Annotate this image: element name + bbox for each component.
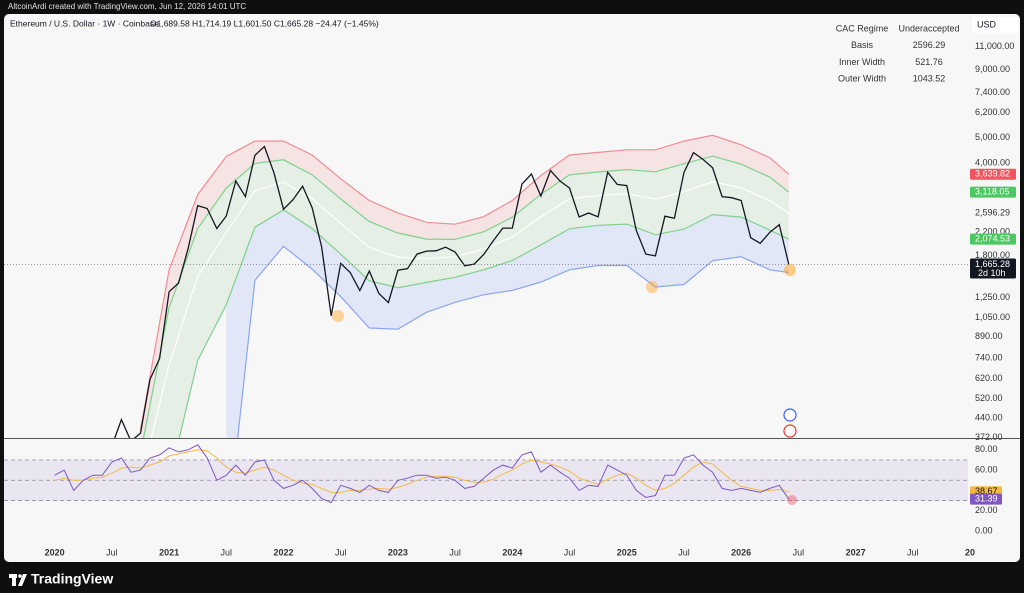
price-last-label: 1,665.28 [975, 259, 1010, 269]
x-tick-label: Jul [449, 547, 461, 557]
band-line [150, 181, 790, 438]
band-last-box [970, 233, 1016, 245]
y-tick-label: 6,200.00 [975, 107, 1010, 117]
event-icon[interactable] [783, 408, 797, 422]
watermark: AltcoinArdi created with TradingView.com… [8, 2, 246, 11]
band-last-box [970, 168, 1016, 180]
x-tick-label: Jul [106, 547, 118, 557]
x-tick-label: 2023 [388, 547, 408, 557]
low-marker [784, 264, 796, 276]
rsi-tick-label: 20.00 [975, 505, 998, 515]
y-tick-label: 7,400.00 [975, 87, 1010, 97]
y-tick-label: 4,000.00 [975, 158, 1010, 168]
logo-mark [12, 574, 16, 586]
y-tick-label: 1,800.00 [975, 250, 1010, 260]
info-value: Underaccepted [898, 23, 959, 33]
x-tick-label: 2027 [846, 547, 866, 557]
band-line [237, 245, 789, 438]
markers [332, 264, 797, 505]
rsi-tick-label: 0.00 [975, 525, 993, 535]
axes: 372.00 440.00 520.00 620.00 740.00 890.00 1,05… [45, 23, 1016, 557]
y-tick-label: 1,050.00 [975, 312, 1010, 322]
rsi-marker [787, 495, 797, 505]
band-line [178, 209, 790, 438]
logo-mark [18, 574, 27, 586]
rsi-ma-label: 38.67 [975, 486, 998, 496]
logo-mark [18, 574, 22, 578]
y-tick-label: 2,200.00 [975, 227, 1010, 237]
rsi-tick-label: 80.00 [975, 444, 998, 454]
price-last-box [970, 258, 1016, 279]
y-tick-label: 620.00 [975, 373, 1003, 383]
y-tick-label: 1,250.00 [975, 292, 1010, 302]
x-tick-label: 2021 [159, 547, 179, 557]
y-tick-label: 890.00 [975, 331, 1003, 341]
info-label: Inner Width [839, 57, 885, 67]
event-icon[interactable] [783, 424, 797, 438]
rsi-zone [4, 459, 968, 501]
rsi-line [54, 444, 790, 504]
price-line [114, 145, 790, 438]
x-tick-label: Jul [564, 547, 576, 557]
low-marker [332, 310, 344, 322]
x-tick-label: 2020 [45, 547, 65, 557]
band-line [139, 134, 790, 431]
countdown: 2d 10h [978, 268, 1006, 278]
y-tick-label: 5,000.00 [975, 132, 1010, 142]
rsi-ma-line [54, 449, 789, 493]
band-last-label: 2,074.53 [975, 233, 1010, 243]
x-tick-label: 2026 [731, 547, 751, 557]
x-tick-label: 2024 [502, 547, 522, 557]
logo-text: TradingView [31, 571, 113, 587]
x-tick-label: Jul [221, 547, 233, 557]
currency-box [972, 17, 1018, 33]
y-tick-label: 11,000.00 [975, 41, 1014, 51]
band-fill [226, 209, 789, 438]
band-last-label: 3,118.05 [975, 186, 1009, 196]
info-label: Outer Width [838, 73, 886, 83]
x-tick-label: 2025 [617, 547, 637, 557]
band-last-label: 3,639.82 [975, 169, 1010, 179]
rsi-tick-label: 60.00 [975, 465, 998, 475]
band-last-label: 2,596.29 [975, 208, 1010, 218]
y-tick-label: 520.00 [975, 393, 1003, 403]
panel [4, 14, 1020, 562]
y-tick-label: 740.00 [975, 352, 1003, 362]
y-tick-label: 9,000.00 [975, 64, 1010, 74]
rsi-pane [4, 444, 968, 504]
info-label: Basis [851, 40, 874, 50]
logo [9, 574, 27, 586]
currency: USD [977, 19, 997, 29]
x-tick-label: Jul [793, 547, 805, 557]
ohlc: O1,689.58 H1,714.19 L1,601.50 C1,665.28 … [150, 18, 379, 28]
x-tick-label: 20 [965, 547, 975, 557]
price-pane [4, 145, 968, 438]
band-last-box [970, 186, 1016, 198]
y-tick-label: 440.00 [975, 412, 1003, 422]
info-value: 1043.52 [913, 73, 946, 83]
y-tick-label: 372.00 [975, 432, 1003, 442]
low-marker [646, 281, 658, 293]
symbol: Ethereum / U.S. Dollar · 1W · Coinbase [10, 18, 159, 28]
x-tick-label: 2022 [273, 547, 293, 557]
rsi-value-box [970, 493, 1002, 505]
info-value: 2596.29 [913, 40, 946, 50]
x-tick-label: Jul [335, 547, 347, 557]
info-value: 521.76 [915, 57, 943, 67]
info-label: CAC Regime [836, 23, 889, 33]
x-tick-label: Jul [678, 547, 690, 557]
x-tick-label: Jul [907, 547, 919, 557]
rsi-value-label: 31.39 [975, 494, 998, 504]
